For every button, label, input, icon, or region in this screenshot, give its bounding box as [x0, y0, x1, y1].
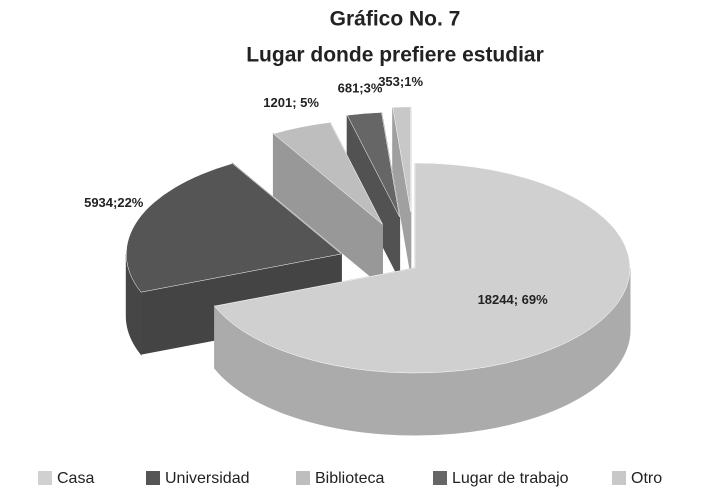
value-label: 681;3%	[338, 80, 383, 95]
value-label: 18244; 69%	[478, 292, 549, 307]
chart-title: Gráfico No. 7	[330, 8, 461, 31]
legend-label: Lugar de trabajo	[452, 470, 569, 487]
legend-swatch	[38, 471, 52, 485]
legend-label: Universidad	[165, 470, 249, 487]
legend-swatch	[612, 471, 626, 485]
slice	[126, 163, 342, 293]
value-label: 1201; 5%	[263, 95, 319, 110]
slice	[214, 162, 631, 374]
legend-swatch	[296, 471, 310, 485]
slice	[272, 122, 383, 225]
value-label: 5934;22%	[84, 195, 144, 210]
legend-label: Otro	[631, 470, 662, 487]
legend-label: Biblioteca	[315, 470, 384, 487]
legend-swatch	[433, 471, 447, 485]
value-label: 353;1%	[378, 74, 423, 89]
legend-label: Casa	[57, 470, 94, 487]
legend-swatch	[146, 471, 160, 485]
chart-subtitle: Lugar donde prefiere estudiar	[246, 44, 544, 67]
slice	[346, 112, 400, 218]
slice	[392, 106, 411, 212]
